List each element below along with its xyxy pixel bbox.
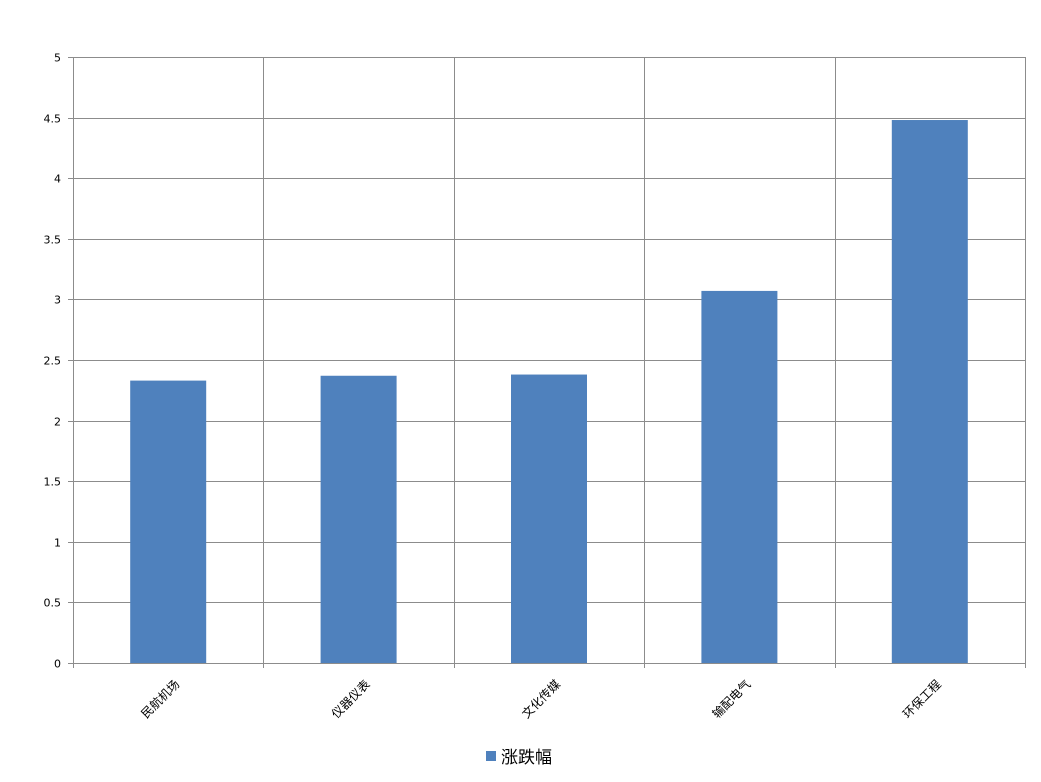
y-axis-ticks: 0 0.5 1 1.5 2 2.5 3 3.5 4 4.5 5 xyxy=(44,52,62,671)
bar-5 xyxy=(891,120,968,664)
bar-2 xyxy=(320,375,397,663)
legend-swatch xyxy=(486,751,496,761)
bar-4 xyxy=(701,290,778,663)
bar-1 xyxy=(130,380,207,663)
y-tick-label: 5 xyxy=(54,52,61,65)
legend-label: 涨跌幅 xyxy=(501,748,552,768)
x-tick-label: 文化传媒 xyxy=(519,677,564,722)
legend: 涨跌幅 xyxy=(486,748,552,768)
x-tick-label: 环保工程 xyxy=(899,677,944,722)
y-tick-label: 0 xyxy=(54,658,61,671)
y-tick-label: 2 xyxy=(54,416,61,429)
y-tick-label: 4 xyxy=(54,173,61,186)
bars xyxy=(130,120,968,664)
x-axis-labels: 民航机场 仪器仪表 文化传媒 输配电气 环保工程 xyxy=(138,677,944,722)
y-tick-label: 3 xyxy=(54,294,61,307)
x-tick-label: 仪器仪表 xyxy=(329,677,373,721)
x-tick-label: 民航机场 xyxy=(138,677,183,722)
x-tick-label: 输配电气 xyxy=(709,677,754,722)
bar-3 xyxy=(511,374,587,663)
y-tick-label: 3.5 xyxy=(44,234,62,247)
y-tick-label: 2.5 xyxy=(44,355,62,368)
y-tick-label: 0.5 xyxy=(44,597,62,610)
y-tick-label: 1 xyxy=(54,537,61,550)
y-tick-label: 4.5 xyxy=(44,113,62,126)
y-tick-label: 1.5 xyxy=(44,476,62,489)
